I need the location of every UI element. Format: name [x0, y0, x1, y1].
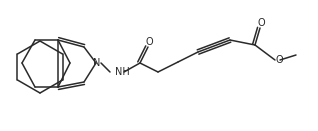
Text: NH: NH [115, 67, 130, 77]
Text: O: O [257, 18, 265, 28]
Text: O: O [145, 37, 153, 47]
Text: O: O [276, 55, 284, 65]
Text: N: N [93, 58, 101, 68]
